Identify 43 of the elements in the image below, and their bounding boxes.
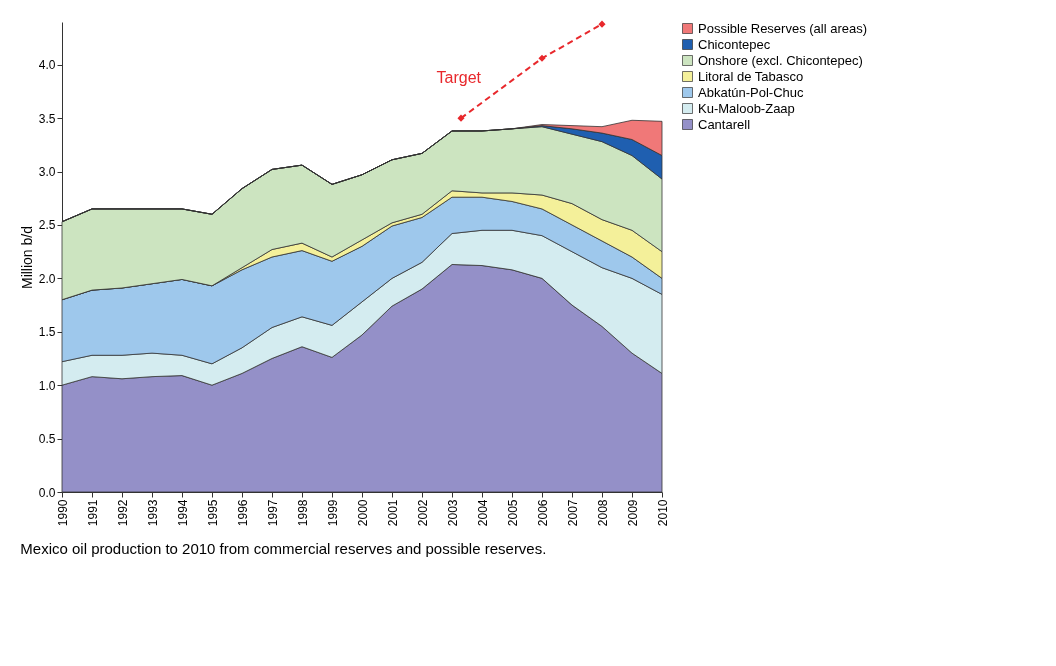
series-label: Target (436, 69, 482, 87)
legend-label: Possible Reserves (all areas) (698, 20, 868, 36)
x-tick-label: 2000 (355, 499, 370, 527)
x-tick-label: 1996 (235, 499, 250, 527)
y-tick-label: 2.5 (38, 218, 56, 233)
legend-label: Onshore (excl. Chicontepec) (698, 52, 863, 68)
y-tick-label: 0.0 (38, 485, 56, 500)
y-tick-label: 3.0 (38, 165, 56, 180)
y-tick-label: 1.0 (38, 378, 56, 393)
x-tick-label: 2008 (595, 499, 610, 527)
x-tick-label: 2009 (625, 499, 640, 527)
text: Mexico oil production to 2010 from commercial reserves and possible reserves. (20, 539, 547, 557)
x-tick-label: 2002 (415, 499, 430, 527)
y-tick-label: 4.0 (38, 58, 56, 73)
x-tick-label: 1993 (145, 499, 160, 527)
y-tick-label: 3.5 (38, 111, 56, 126)
legend-label: Ku-Maloob-Zaap (698, 100, 795, 116)
y-axis-title: Million b/d (18, 225, 35, 290)
x-tick-label: 2005 (505, 499, 520, 527)
y-tick-label: 1.5 (38, 325, 56, 340)
x-tick-label: 1999 (325, 499, 340, 527)
x-tick-label: 1994 (175, 499, 190, 527)
y-tick-label: 0.5 (38, 432, 56, 447)
y-tick-label: 2.0 (38, 271, 56, 286)
point (538, 54, 546, 62)
x-tick-label: 1997 (265, 499, 280, 527)
x-tick-label: 2007 (565, 499, 580, 527)
x-tick-label: 1990 (55, 499, 70, 527)
x-tick-label: 1991 (85, 499, 100, 527)
x-tick-label: 2003 (445, 499, 460, 527)
x-tick-label: 2001 (385, 499, 400, 527)
legend-label: Chicontepec (698, 36, 771, 52)
legend-label: Abkatún-Pol-Chuc (698, 84, 804, 100)
x-tick-label: 2010 (655, 499, 670, 527)
x-tick-label: 1992 (115, 499, 130, 527)
legend-label: Cantarell (698, 116, 751, 132)
x-tick-label: 2004 (475, 499, 490, 527)
x-tick-label: 1995 (205, 499, 220, 527)
x-tick-label: 2006 (535, 499, 550, 527)
legend-label: Litoral de Tabasco (698, 68, 804, 84)
point (457, 114, 465, 122)
point (598, 20, 606, 28)
x-tick-label: 1998 (295, 499, 310, 527)
